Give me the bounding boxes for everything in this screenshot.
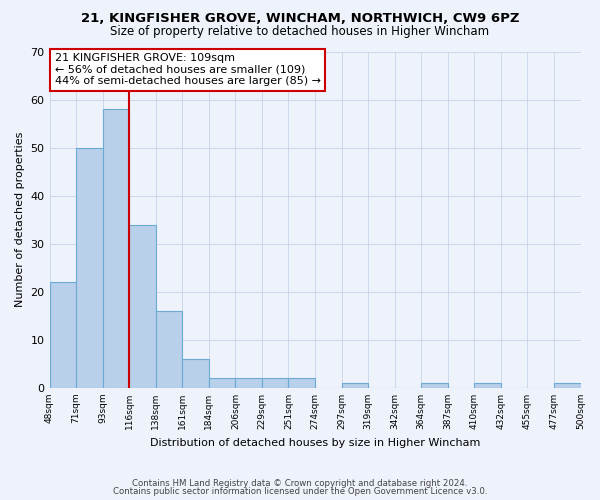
Bar: [554, 383, 581, 388]
Text: Size of property relative to detached houses in Higher Wincham: Size of property relative to detached ho…: [110, 25, 490, 38]
Bar: [129, 224, 156, 388]
Bar: [341, 383, 368, 388]
Y-axis label: Number of detached properties: Number of detached properties: [15, 132, 25, 308]
Bar: [475, 383, 501, 388]
Bar: [262, 378, 289, 388]
Bar: [103, 109, 129, 388]
Bar: [50, 282, 76, 388]
Bar: [235, 378, 262, 388]
Bar: [156, 311, 182, 388]
Bar: [289, 378, 315, 388]
Bar: [182, 359, 209, 388]
Bar: [76, 148, 103, 388]
Text: 21, KINGFISHER GROVE, WINCHAM, NORTHWICH, CW9 6PZ: 21, KINGFISHER GROVE, WINCHAM, NORTHWICH…: [81, 12, 519, 26]
Text: Contains public sector information licensed under the Open Government Licence v3: Contains public sector information licen…: [113, 487, 487, 496]
Text: 21 KINGFISHER GROVE: 109sqm
← 56% of detached houses are smaller (109)
44% of se: 21 KINGFISHER GROVE: 109sqm ← 56% of det…: [55, 53, 321, 86]
Bar: [421, 383, 448, 388]
Text: Contains HM Land Registry data © Crown copyright and database right 2024.: Contains HM Land Registry data © Crown c…: [132, 478, 468, 488]
X-axis label: Distribution of detached houses by size in Higher Wincham: Distribution of detached houses by size …: [150, 438, 480, 448]
Bar: [209, 378, 235, 388]
